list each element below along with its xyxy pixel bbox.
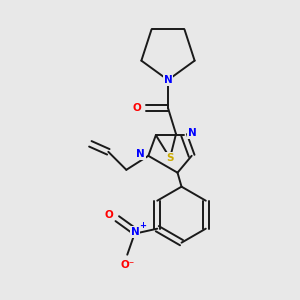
Text: +: + [139, 221, 146, 230]
Text: N: N [136, 149, 145, 159]
Text: N: N [131, 227, 140, 237]
Text: O: O [133, 103, 141, 113]
Text: N: N [188, 128, 197, 138]
Text: O: O [105, 210, 114, 220]
Text: S: S [166, 153, 174, 163]
Text: O⁻: O⁻ [120, 260, 134, 270]
Text: N: N [164, 75, 172, 85]
